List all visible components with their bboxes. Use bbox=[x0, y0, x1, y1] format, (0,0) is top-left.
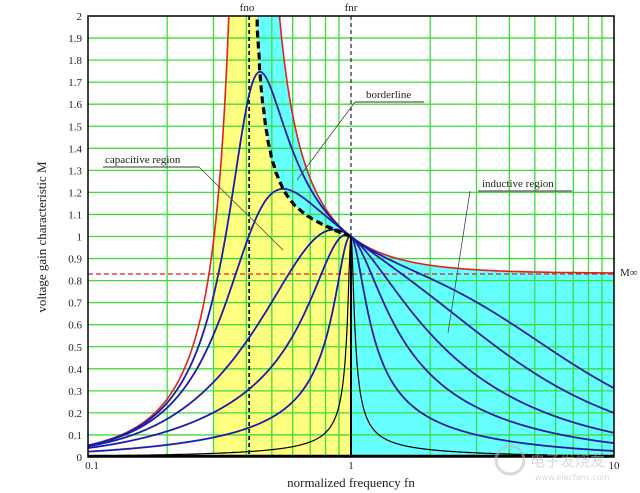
y-tick-label: 1.1 bbox=[68, 209, 82, 221]
y-tick-label: 0.7 bbox=[68, 298, 82, 310]
y-tick-label: 1.7 bbox=[68, 77, 82, 89]
fno-label: fno bbox=[240, 2, 255, 14]
y-tick-label: 0.6 bbox=[68, 320, 82, 332]
borderline-leader bbox=[296, 101, 356, 181]
y-tick-label: 1.4 bbox=[68, 143, 82, 155]
fnr-label: fnr bbox=[345, 2, 358, 14]
y-tick-label: 1.3 bbox=[68, 165, 82, 177]
capacitive-leader bbox=[198, 166, 284, 251]
capacitive-region-label: capacitive region bbox=[105, 154, 181, 166]
y-tick-label: 2 bbox=[77, 11, 83, 23]
y-tick-label: 0.8 bbox=[68, 276, 82, 288]
watermark-brand: 电子发烧友 bbox=[530, 452, 605, 470]
y-tick-label: 1.2 bbox=[68, 187, 82, 199]
y-tick-label: 1.8 bbox=[68, 55, 82, 67]
borderline-curve bbox=[255, 16, 352, 238]
y-tick-label: 1.6 bbox=[68, 99, 82, 111]
y-tick-label: 0 bbox=[77, 452, 83, 464]
y-tick-label: 1 bbox=[77, 232, 83, 244]
inductive-region-label: inductive region bbox=[482, 178, 554, 190]
y-tick-label: 1.9 bbox=[68, 33, 82, 45]
y-axis-label: voltage gain characteristic M bbox=[34, 161, 49, 313]
y-tick-label: 0.2 bbox=[68, 408, 82, 420]
x-tick-label: 10 bbox=[609, 460, 621, 472]
inductive-leader bbox=[447, 190, 471, 334]
series-line bbox=[88, 236, 614, 457]
watermark-url: www.elecfans.com bbox=[535, 473, 610, 482]
x-axis-label: normalized frequency fn bbox=[287, 475, 415, 490]
x-tick-label: 0.1 bbox=[85, 460, 99, 472]
m-inf-label: M∞ bbox=[620, 267, 638, 279]
watermark: 电子发烧友 www.elecfans.com bbox=[494, 444, 610, 482]
y-tick-label: 1.5 bbox=[68, 121, 82, 133]
x-tick-label: 1 bbox=[348, 460, 354, 472]
y-tick-label: 0.4 bbox=[68, 364, 82, 376]
plot-frame bbox=[87, 15, 615, 458]
y-tick-label: 0.3 bbox=[68, 386, 82, 398]
y-tick-label: 0.1 bbox=[68, 430, 82, 442]
y-tick-label: 0.5 bbox=[68, 342, 82, 354]
y-tick-label: 0.9 bbox=[68, 254, 82, 266]
borderline-label: borderline bbox=[366, 89, 411, 101]
